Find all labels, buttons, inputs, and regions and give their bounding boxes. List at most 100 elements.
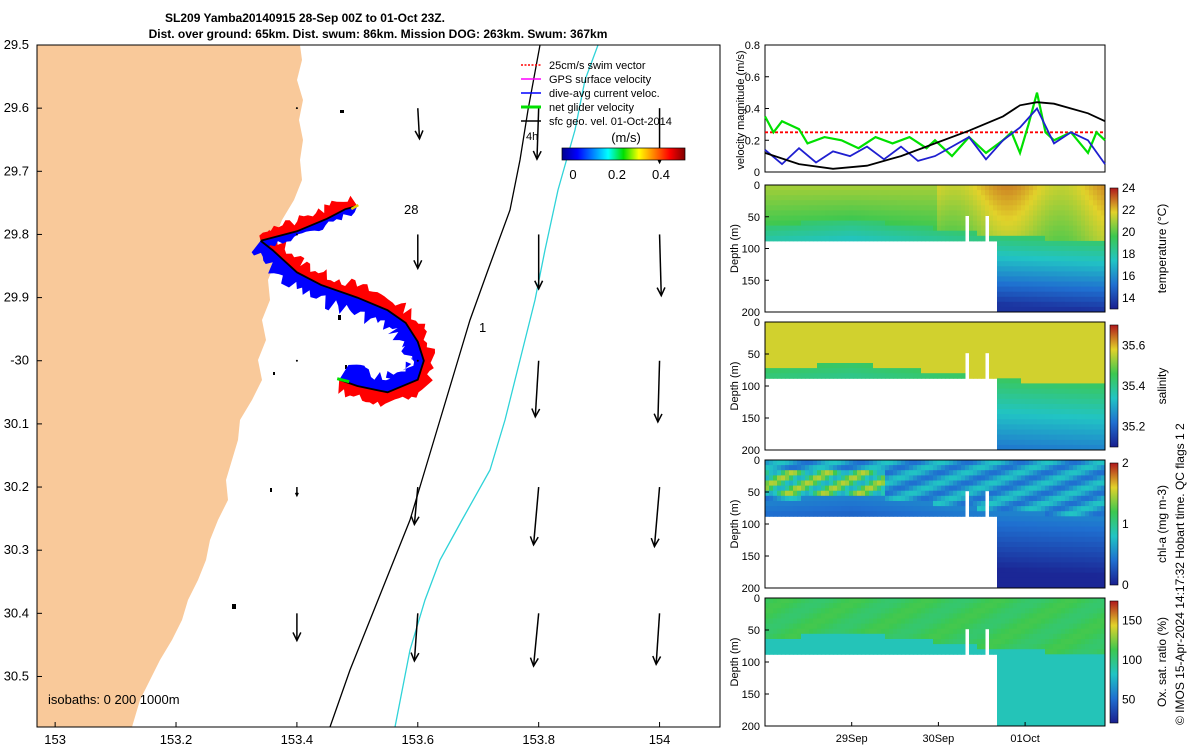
heatmap-cell xyxy=(953,337,958,343)
heatmap-cell xyxy=(849,235,854,242)
heatmap-cell xyxy=(969,506,974,512)
heatmap-cell xyxy=(925,322,930,328)
heatmap-cell xyxy=(977,185,982,191)
heatmap-cell xyxy=(829,470,834,476)
heatmap-cell xyxy=(1045,256,1050,262)
heatmap-cell xyxy=(821,644,826,650)
heatmap-cell xyxy=(1065,185,1070,191)
heatmap-cell xyxy=(797,185,802,191)
heatmap-cell xyxy=(989,368,994,374)
heatmap-cell xyxy=(1025,470,1030,476)
heatmap-cell xyxy=(773,495,778,502)
heatmap-cell xyxy=(817,475,822,481)
heatmap-cell xyxy=(1057,572,1062,579)
heatmap-cell xyxy=(1025,659,1030,665)
heatmap-cell xyxy=(1069,567,1074,574)
heatmap-cell xyxy=(769,639,774,645)
isobaths-label: isobaths: 0 200 1000m xyxy=(48,692,180,707)
heatmap-cell xyxy=(1001,200,1006,206)
heatmap-cell xyxy=(825,618,830,625)
heatmap-cell xyxy=(1013,373,1018,379)
heatmap-cell xyxy=(997,582,1002,589)
heatmap-cell xyxy=(1001,195,1006,201)
heatmap-cell xyxy=(1045,271,1050,277)
heatmap-cell xyxy=(801,501,806,507)
heatmap-cell xyxy=(1005,603,1010,609)
heatmap-cell xyxy=(1021,210,1026,216)
heatmap-cell xyxy=(953,608,958,614)
heatmap-cell xyxy=(885,373,890,379)
heatmap-cell xyxy=(1065,373,1070,379)
heatmap-cell xyxy=(1093,409,1098,415)
heatmap-cell xyxy=(973,485,978,492)
heatmap-cell xyxy=(1093,230,1098,237)
heatmap-cell xyxy=(1049,210,1054,216)
heatmap-cell xyxy=(1089,480,1094,487)
heatmap-cell xyxy=(1097,495,1102,502)
heatmap-cell xyxy=(861,225,866,232)
heatmap-cell xyxy=(1001,429,1006,436)
heatmap-cell xyxy=(1089,357,1094,364)
heatmap-cell xyxy=(1029,644,1034,650)
heatmap-cell xyxy=(1001,475,1006,481)
heatmap-cell xyxy=(917,475,922,481)
heatmap-cell xyxy=(885,327,890,333)
heatmap-cell xyxy=(889,347,894,354)
heatmap-cell xyxy=(1057,577,1062,584)
heatmap-cell xyxy=(1081,220,1086,227)
heatmap-cell xyxy=(1097,210,1102,216)
heatmap-cell xyxy=(1017,598,1022,604)
heatmap-cell xyxy=(1029,633,1034,640)
heatmap-cell xyxy=(965,200,970,206)
heatmap-cell xyxy=(821,618,826,625)
heatmap-cell xyxy=(1093,210,1098,216)
heatmap-cell xyxy=(921,357,926,364)
heatmap-cell xyxy=(889,623,894,630)
heatmap-cell xyxy=(1065,347,1070,354)
heatmap-cell xyxy=(1057,195,1062,201)
heatmap-cell xyxy=(825,639,830,645)
heatmap-cell xyxy=(809,475,814,481)
heatmap-cell xyxy=(937,205,942,211)
heatmap-cell xyxy=(1073,485,1078,492)
heatmap-cell xyxy=(861,342,866,349)
heatmap-cell xyxy=(1057,251,1062,257)
heatmap-cell xyxy=(1025,210,1030,216)
heatmap-cell xyxy=(769,332,774,338)
heatmap-cell xyxy=(833,337,838,343)
heatmap-cell xyxy=(849,342,854,349)
heatmap-cell xyxy=(809,210,814,216)
heatmap-cell xyxy=(921,608,926,614)
heatmap-cell xyxy=(1085,235,1090,242)
heatmap-cell xyxy=(1069,531,1074,538)
heatmap-cell xyxy=(837,337,842,343)
heatmap-cell xyxy=(1033,531,1038,538)
heatmap-cell xyxy=(1057,190,1062,196)
heatmap-cell xyxy=(1061,393,1066,400)
heatmap-cell xyxy=(1025,291,1030,298)
heatmap-cell xyxy=(1017,506,1022,512)
heatmap-cell xyxy=(801,475,806,481)
heatmap-cell xyxy=(821,639,826,645)
heatmap-cell xyxy=(921,598,926,604)
heatmap-cell xyxy=(1065,383,1070,389)
heatmap-cell xyxy=(917,225,922,232)
heatmap-cell xyxy=(1053,246,1058,252)
heatmap-cell xyxy=(869,363,874,369)
heatmap-cell xyxy=(1001,644,1006,650)
heatmap-cell xyxy=(1005,521,1010,527)
heatmap-cell xyxy=(781,475,786,481)
heatmap-cell xyxy=(845,485,850,492)
heatmap-cell xyxy=(1049,485,1054,492)
heatmap-cell xyxy=(997,256,1002,262)
heatmap-cell xyxy=(941,480,946,487)
heatmap-cell xyxy=(821,230,826,237)
heatmap-cell xyxy=(1009,521,1014,527)
heatmap-cell xyxy=(941,220,946,227)
heatmap-cell xyxy=(1097,516,1102,522)
heatmap-cell xyxy=(793,649,798,655)
heatmap-cell xyxy=(861,485,866,492)
heatmap-cell xyxy=(889,363,894,369)
heatmap-cell xyxy=(833,501,838,507)
heatmap-cell xyxy=(929,480,934,487)
